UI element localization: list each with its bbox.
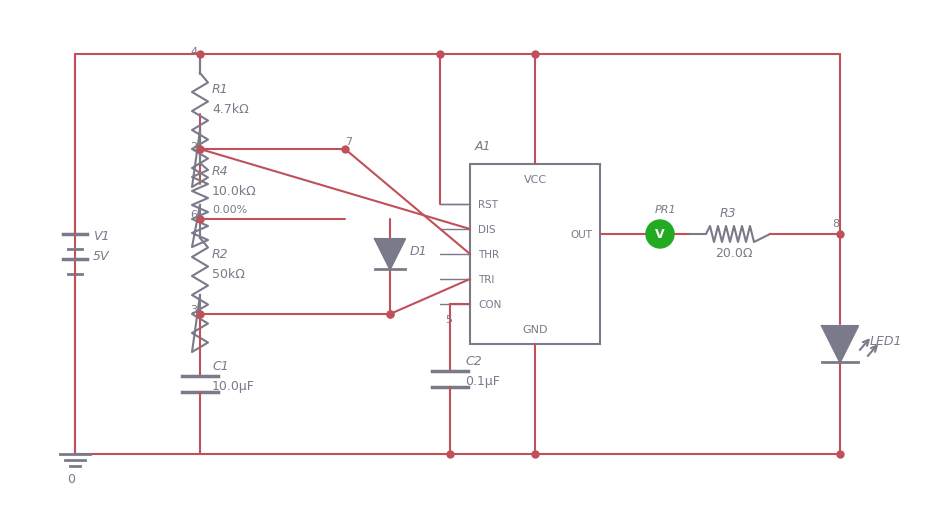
Text: C2: C2 — [465, 354, 482, 367]
Text: D1: D1 — [410, 244, 428, 258]
Text: 6: 6 — [190, 210, 197, 219]
Text: THR: THR — [478, 249, 499, 260]
Text: 4: 4 — [190, 47, 198, 57]
Text: R1: R1 — [212, 82, 229, 95]
Text: R2: R2 — [212, 247, 229, 260]
Text: LED1: LED1 — [870, 334, 902, 347]
Text: 3: 3 — [190, 304, 197, 315]
Text: PR1: PR1 — [655, 205, 676, 215]
Text: RST: RST — [478, 200, 498, 210]
Text: 50kΩ: 50kΩ — [212, 267, 245, 280]
Text: 2: 2 — [190, 142, 198, 152]
Text: VCC: VCC — [523, 175, 546, 185]
Text: R3: R3 — [720, 207, 736, 219]
Text: 10.0μF: 10.0μF — [212, 379, 255, 392]
Text: V1: V1 — [93, 230, 109, 242]
Text: V: V — [656, 228, 665, 241]
Bar — [470, 165, 600, 344]
Text: DIS: DIS — [478, 224, 496, 235]
Text: 0.00%: 0.00% — [212, 205, 247, 215]
Text: 8: 8 — [832, 218, 839, 229]
Polygon shape — [822, 326, 858, 362]
Circle shape — [646, 220, 674, 248]
Text: CON: CON — [478, 299, 502, 309]
Text: OUT: OUT — [570, 230, 592, 240]
Text: C1: C1 — [212, 359, 229, 372]
Text: TRI: TRI — [478, 274, 494, 285]
Text: 5V: 5V — [93, 249, 109, 263]
Text: 10.0kΩ: 10.0kΩ — [212, 185, 256, 197]
Polygon shape — [375, 240, 405, 269]
Text: 0: 0 — [67, 472, 75, 485]
Text: 20.0Ω: 20.0Ω — [715, 246, 752, 260]
Text: 0.1μF: 0.1μF — [465, 374, 500, 387]
Text: 5: 5 — [445, 315, 452, 324]
Text: 7: 7 — [345, 137, 352, 147]
Text: A1: A1 — [475, 140, 491, 153]
Text: 4.7kΩ: 4.7kΩ — [212, 102, 249, 115]
Text: GND: GND — [522, 324, 548, 334]
Text: R4: R4 — [212, 165, 229, 178]
